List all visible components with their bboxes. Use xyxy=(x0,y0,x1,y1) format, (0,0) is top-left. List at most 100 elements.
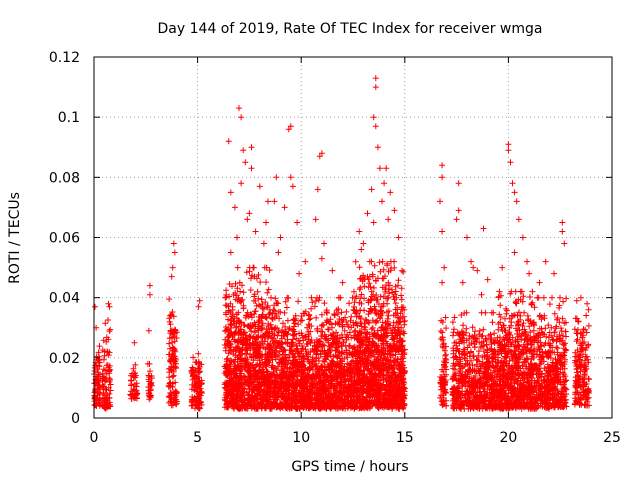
data-point xyxy=(344,321,351,328)
data-point xyxy=(255,374,262,380)
data-point xyxy=(131,339,138,346)
data-point xyxy=(145,327,152,334)
data-point xyxy=(270,368,277,375)
data-point xyxy=(256,183,263,190)
data-point xyxy=(226,293,233,300)
data-point xyxy=(101,348,108,355)
data-point xyxy=(226,281,233,287)
data-point xyxy=(263,315,270,322)
data-point xyxy=(100,395,106,402)
data-point xyxy=(222,328,229,335)
data-point xyxy=(195,404,202,411)
data-point xyxy=(169,309,176,315)
data-point xyxy=(247,345,254,352)
data-point xyxy=(243,341,249,348)
data-point xyxy=(243,336,250,343)
data-point xyxy=(228,321,235,328)
data-point xyxy=(230,331,237,338)
data-point xyxy=(255,271,262,278)
data-point xyxy=(225,380,231,387)
data-point xyxy=(171,338,178,345)
data-point xyxy=(252,321,259,328)
data-point xyxy=(228,358,235,365)
data-point xyxy=(257,279,264,286)
data-point xyxy=(105,364,112,371)
data-point xyxy=(230,397,237,404)
data-points xyxy=(91,75,592,412)
data-point xyxy=(96,396,103,403)
data-point xyxy=(95,372,102,379)
data-point xyxy=(251,367,258,374)
data-point xyxy=(228,316,234,323)
data-point xyxy=(106,377,113,384)
data-point xyxy=(173,335,180,341)
data-point xyxy=(222,294,229,301)
data-point xyxy=(263,264,270,271)
data-point xyxy=(246,324,253,331)
data-point xyxy=(191,394,198,401)
data-point xyxy=(255,295,262,302)
data-point xyxy=(268,334,275,341)
data-point xyxy=(256,345,262,352)
data-point xyxy=(252,308,259,315)
data-point xyxy=(146,282,153,289)
data-point xyxy=(232,338,238,345)
data-point xyxy=(146,384,153,390)
data-point xyxy=(195,365,202,372)
data-point xyxy=(264,304,270,311)
data-point xyxy=(198,380,205,387)
data-point xyxy=(266,311,273,318)
data-point xyxy=(224,341,231,347)
data-point xyxy=(238,180,245,187)
data-point xyxy=(132,361,139,368)
data-point xyxy=(224,361,231,368)
data-point xyxy=(240,388,247,395)
data-point xyxy=(228,349,234,355)
data-point xyxy=(239,398,246,405)
data-point xyxy=(236,404,243,411)
data-point xyxy=(246,268,253,275)
data-point xyxy=(257,303,264,310)
data-point xyxy=(265,198,271,205)
data-point xyxy=(242,374,249,381)
data-point xyxy=(190,354,197,361)
data-point xyxy=(291,320,298,327)
data-point xyxy=(102,367,109,374)
data-point xyxy=(169,373,176,380)
data-point xyxy=(344,331,351,338)
data-point xyxy=(241,379,248,386)
data-point xyxy=(96,343,103,350)
data-point xyxy=(247,325,254,332)
data-point xyxy=(147,368,153,375)
data-point xyxy=(106,303,113,310)
data-point xyxy=(227,343,234,350)
data-point xyxy=(229,387,236,394)
data-point xyxy=(327,316,334,323)
data-point xyxy=(251,273,258,280)
gridlines xyxy=(94,57,612,418)
data-point xyxy=(233,377,240,384)
data-point xyxy=(94,366,101,373)
data-point xyxy=(346,300,353,307)
data-point xyxy=(225,403,232,410)
data-point xyxy=(268,372,275,379)
data-point xyxy=(166,296,173,303)
data-point xyxy=(275,328,282,335)
data-point xyxy=(263,368,270,375)
data-point xyxy=(172,396,179,403)
data-point xyxy=(259,381,266,388)
data-point xyxy=(227,300,234,307)
data-point xyxy=(100,375,107,382)
data-point xyxy=(254,341,261,348)
data-point xyxy=(284,368,291,375)
data-point xyxy=(246,333,253,340)
data-point xyxy=(195,374,202,381)
data-point xyxy=(238,372,245,379)
data-point xyxy=(227,249,234,256)
data-point xyxy=(295,321,302,328)
data-point xyxy=(234,234,240,241)
data-point xyxy=(100,385,106,391)
data-point xyxy=(167,390,174,397)
data-point xyxy=(196,390,203,397)
data-point xyxy=(246,395,253,402)
